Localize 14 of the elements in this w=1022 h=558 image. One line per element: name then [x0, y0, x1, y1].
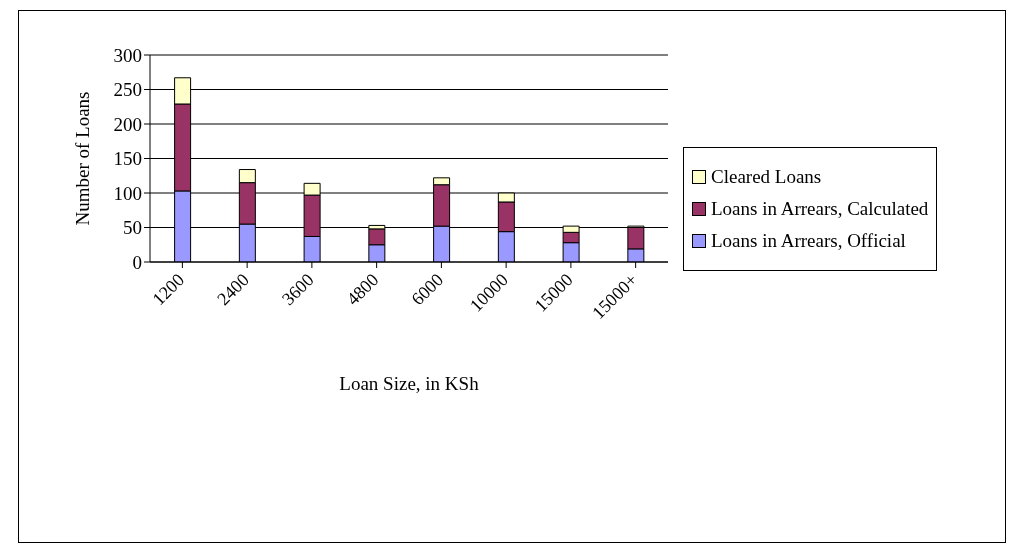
x-tick-label: 6000	[407, 269, 448, 310]
y-tick-label: 200	[113, 113, 142, 135]
x-tick-label: 4800	[342, 269, 383, 310]
y-tick-label: 300	[113, 44, 142, 66]
legend-label: Loans in Arrears, Official	[711, 230, 906, 252]
y-tick-label: 250	[113, 79, 142, 101]
y-tick-label: 0	[132, 251, 142, 273]
x-axis-title: Loan Size, in KSh	[339, 373, 480, 394]
legend-label: Cleared Loans	[711, 166, 822, 188]
legend-label: Loans in Arrears, Calculated	[711, 198, 929, 220]
y-tick-label: 50	[123, 217, 142, 239]
y-tick-label: 150	[113, 148, 142, 170]
y-tick-label: 100	[113, 182, 142, 204]
y-axis-title: Number of Loans	[71, 91, 93, 226]
